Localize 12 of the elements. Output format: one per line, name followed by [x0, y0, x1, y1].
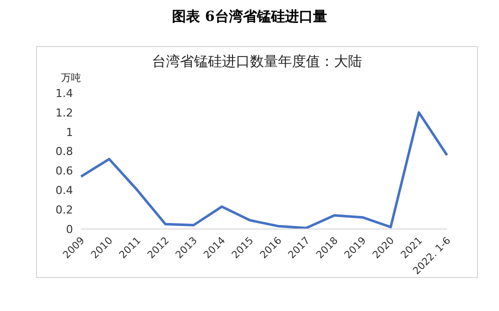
y-tick-label: 0.4	[56, 184, 73, 198]
y-tick-label: 0.8	[56, 145, 73, 158]
y-tick-label: 0	[66, 222, 73, 236]
y-axis-title: 万吨	[61, 72, 81, 85]
y-tick-label: 1.4	[56, 86, 73, 100]
y-tick-label: 1.2	[56, 106, 73, 120]
y-tick-label: 0.6	[56, 164, 73, 178]
chart-subtitle: 台湾省锰硅进口数量年度值：大陆	[151, 53, 363, 71]
chart-title: 图表 6台湾省锰硅进口量	[171, 8, 328, 26]
line-series	[80, 111, 448, 229]
y-tick-label: 1	[66, 126, 73, 139]
y-tick-label: 0.2	[56, 203, 73, 216]
